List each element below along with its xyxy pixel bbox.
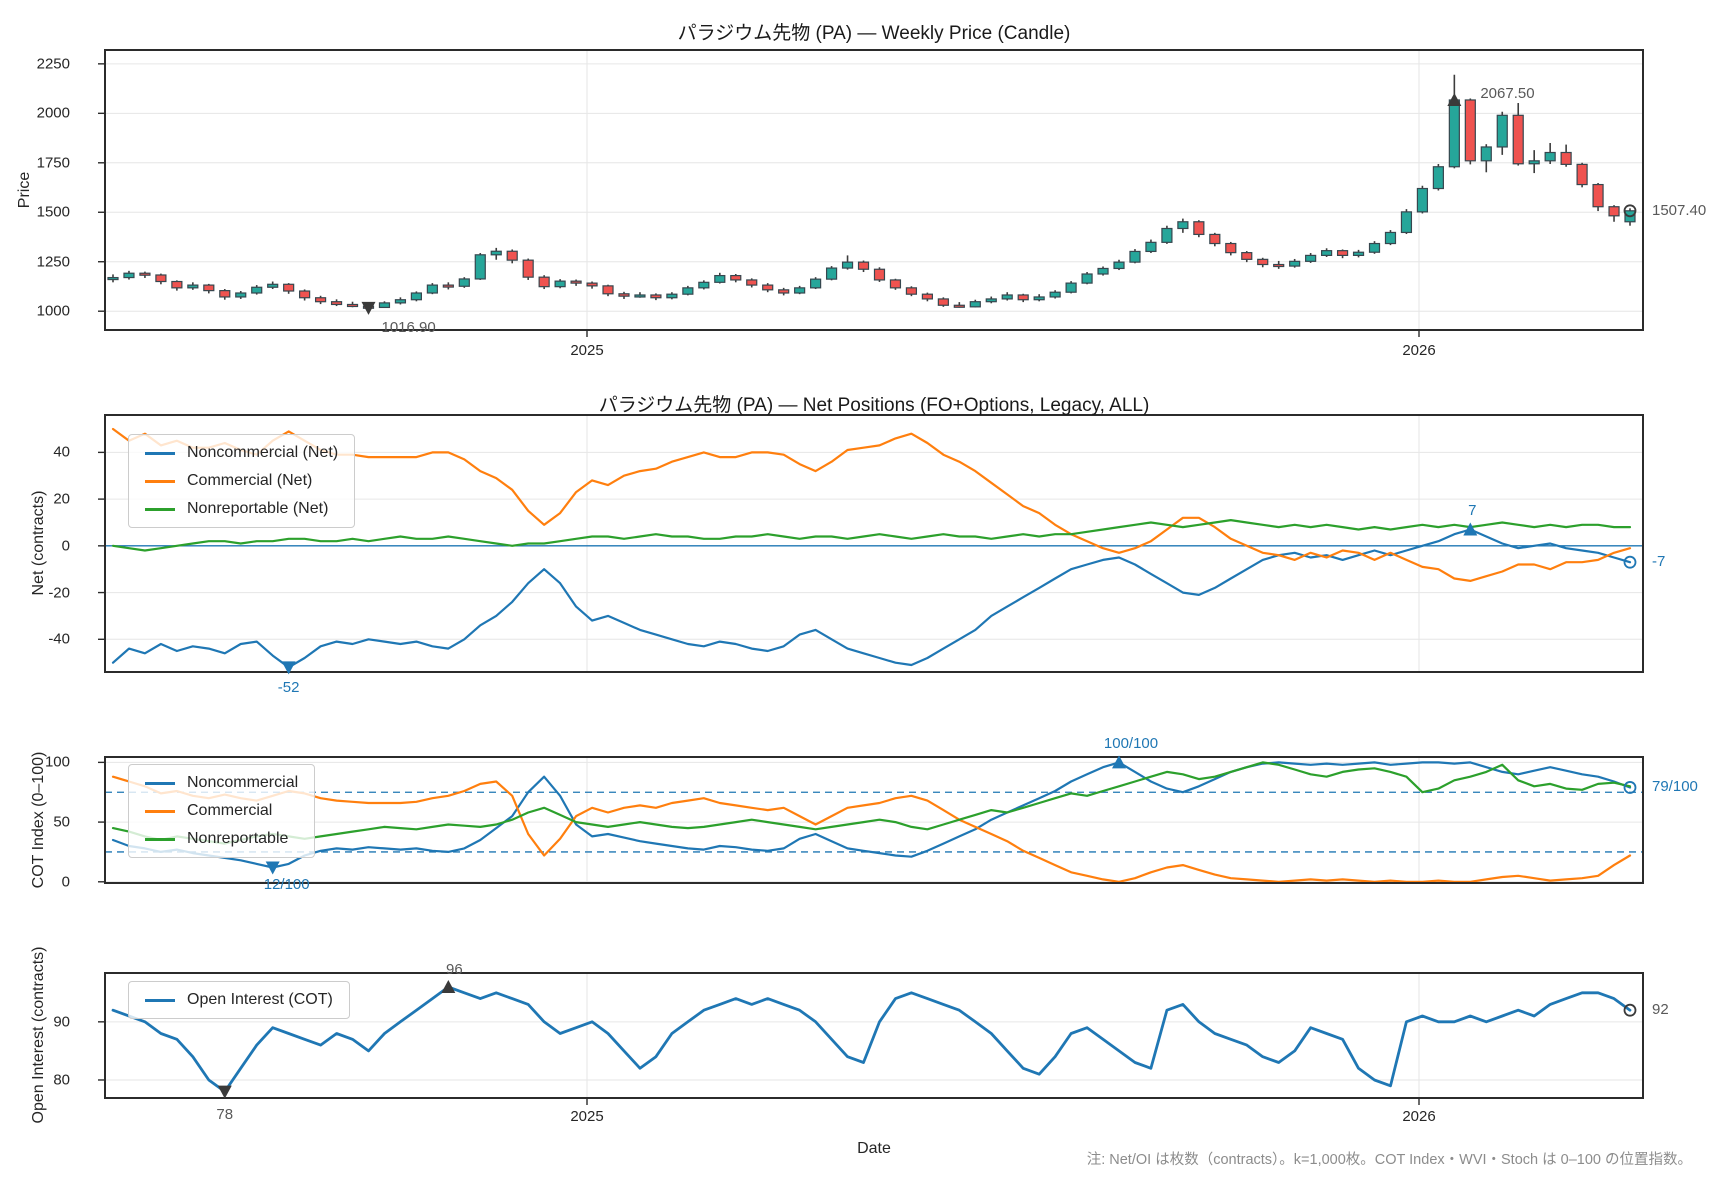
y-tick-label: -40	[48, 630, 70, 648]
legend-item: Noncommercial	[145, 774, 298, 792]
legend-label: Noncommercial	[187, 774, 299, 791]
legend-line-swatch	[145, 479, 175, 483]
annotation-cot_index: 100/100	[1103, 735, 1159, 753]
legend-label: Open Interest (COT)	[187, 991, 333, 1008]
y-tick-label: 0	[61, 873, 70, 891]
x-axis-label: Date	[857, 1140, 891, 1157]
cot-index-legend: Noncommercial Commercial Nonreportable	[128, 764, 316, 858]
legend-line-swatch	[145, 451, 175, 455]
legend-item: Open Interest (COT)	[145, 991, 333, 1009]
y-tick-label: -20	[48, 584, 70, 602]
annotation-net: -7	[1652, 553, 1666, 571]
y-tick-label: 1750	[36, 154, 70, 172]
net-positions-panel-title: パラジウム先物 (PA) — Net Positions (FO+Options…	[598, 395, 1150, 416]
legend-label: Nonreportable	[187, 830, 289, 847]
x-tick-label: 2025	[570, 1108, 604, 1125]
footnote: 注: Net/OI は枚数（contracts）。k=1,000枚。COT In…	[1086, 1152, 1692, 1168]
x-tick-label: 2026	[1402, 342, 1436, 359]
annotation-net: -52	[277, 679, 300, 697]
y-tick-label: 20	[53, 490, 70, 508]
legend-line-swatch	[145, 507, 175, 511]
legend-label: Noncommercial (Net)	[187, 444, 339, 461]
legend-line-swatch	[145, 998, 175, 1002]
y-tick-label: 100	[44, 753, 70, 771]
annotation-open_interest: 96	[445, 960, 463, 978]
legend-label: Nonreportable (Net)	[187, 500, 329, 517]
y-tick-label: 50	[53, 813, 70, 831]
y-tick-label: 2000	[36, 104, 70, 122]
legend-label: Commercial (Net)	[187, 472, 313, 489]
y-tick-label: 1250	[36, 253, 70, 271]
annotation-net: 7	[1468, 502, 1477, 520]
x-tick-label: 2026	[1402, 1108, 1436, 1125]
price-y-axis-label: Price	[16, 171, 33, 209]
legend-item: Commercial	[145, 802, 298, 820]
y-tick-label: 1500	[36, 203, 70, 221]
net-positions-legend: Noncommercial (Net) Commercial (Net) Nonre…	[128, 434, 356, 528]
open-interest-legend: Open Interest (COT)	[128, 981, 350, 1019]
legend-item: Nonreportable	[145, 830, 298, 848]
x-tick-label: 2025	[570, 342, 604, 359]
annotation-cot_index: 79/100	[1652, 778, 1698, 796]
y-tick-label: 40	[53, 443, 70, 461]
annotation-price: 2067.50	[1480, 84, 1535, 102]
legend-line-swatch	[145, 837, 175, 841]
legend-item: Noncommercial (Net)	[145, 444, 338, 462]
price-panel-title: パラジウム先物 (PA) — Weekly Price (Candle)	[677, 23, 1071, 44]
annotation-price: 1507.40	[1652, 201, 1707, 219]
annotation-price: 1016.90	[381, 318, 436, 336]
legend-label: Commercial	[187, 802, 273, 819]
legend-line-swatch	[145, 781, 175, 785]
legend-item: Commercial (Net)	[145, 472, 338, 490]
annotation-open_interest: 78	[216, 1105, 234, 1123]
y-tick-label: 0	[61, 537, 70, 555]
y-tick-label: 2250	[36, 55, 70, 73]
annotation-open_interest: 92	[1652, 1001, 1669, 1019]
y-tick-label: 90	[53, 1013, 70, 1031]
legend-line-swatch	[145, 809, 175, 813]
y-tick-label: 1000	[36, 302, 70, 320]
annotation-cot_index: 12/100	[263, 876, 310, 894]
y-tick-label: 80	[53, 1071, 70, 1089]
open-interest-y-axis-label: Open Interest (contracts)	[30, 946, 47, 1124]
legend-item: Nonreportable (Net)	[145, 500, 338, 518]
